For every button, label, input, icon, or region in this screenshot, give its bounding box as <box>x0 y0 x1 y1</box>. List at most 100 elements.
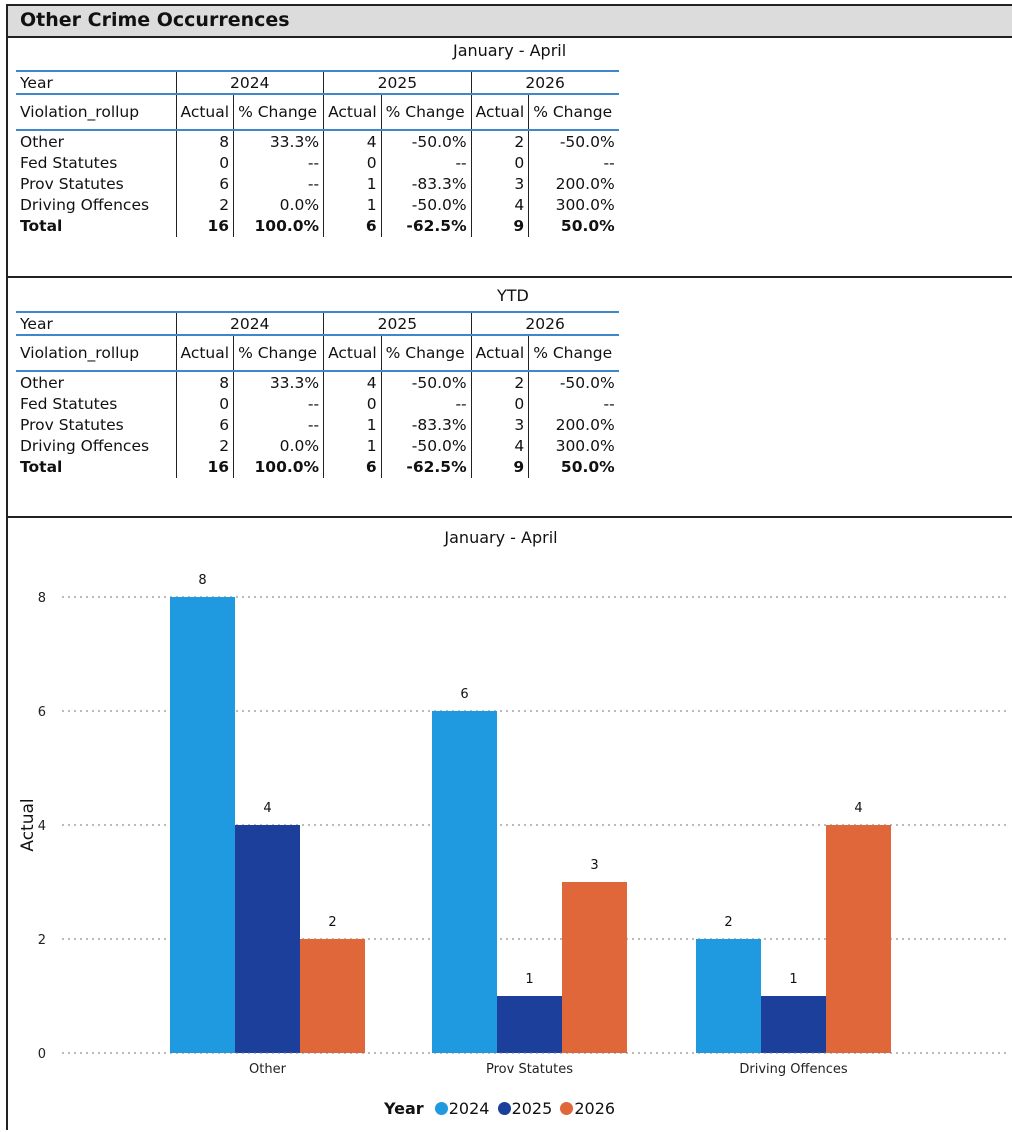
column-header-change: % Change <box>528 94 619 131</box>
row-label: Total <box>20 458 63 476</box>
x-tick-label: Driving Offences <box>739 1062 847 1077</box>
table-cell: 16 <box>175 215 234 237</box>
year-header: 2026 <box>470 70 619 95</box>
table-cell: 0 <box>323 393 382 414</box>
data-label: 8 <box>198 573 206 588</box>
table-cell: -50.0% <box>528 130 619 152</box>
table-cell: 0 <box>323 152 382 173</box>
table-cell: 4 <box>470 435 529 456</box>
section-divider <box>8 276 1012 278</box>
table-cell: 100.0% <box>233 456 324 478</box>
section-divider <box>8 516 1012 518</box>
table-cell: 1 <box>323 173 382 194</box>
row-label: Other <box>20 373 65 392</box>
legend-item[interactable]: 2025 <box>497 1099 558 1118</box>
table-cell: -- <box>380 152 472 173</box>
bar <box>497 996 562 1053</box>
legend-marker <box>497 1102 511 1115</box>
bar <box>761 996 826 1053</box>
table-cell: 2 <box>175 435 234 456</box>
table-cell: -- <box>233 414 324 435</box>
y-axis-label: Actual <box>18 798 38 851</box>
table-row: Total 16 100.0% 6 -62.5% 9 50.0% <box>16 456 619 478</box>
table-cell: 0 <box>470 152 529 173</box>
table-cell: 300.0% <box>528 435 619 456</box>
table-cell: 6 <box>175 173 234 194</box>
table-cell: 4 <box>470 194 529 215</box>
report-frame <box>6 4 1012 1130</box>
table-row: Prov Statutes 6 -- 1 -83.3% 3 200.0% <box>16 173 619 194</box>
column-header-change: % Change <box>380 335 472 372</box>
legend-title: Year <box>384 1099 424 1118</box>
row-label: Fed Statutes <box>20 394 118 413</box>
chart-title: January - April <box>443 528 557 547</box>
column-header-actual: Actual <box>470 335 529 372</box>
table-cell: -50.0% <box>380 435 472 456</box>
table-cell: -- <box>528 152 619 173</box>
data-label: 4 <box>263 801 271 816</box>
y-tick-label: 2 <box>38 933 46 948</box>
table-cell: 6 <box>323 456 382 478</box>
column-header-change: % Change <box>233 335 324 372</box>
table-cell: 2 <box>175 194 234 215</box>
table-cell: 1 <box>323 414 382 435</box>
occurrence-table: Year 2024 2025 2026 Violation_rollup Actual% … <box>16 311 619 478</box>
row-label: Other <box>20 132 65 151</box>
table-cell: -- <box>380 393 472 414</box>
table-cell: -50.0% <box>528 371 619 393</box>
bar <box>235 825 300 1053</box>
year-header-row: Year 2024 2025 2026 <box>16 311 619 336</box>
table-cell: 6 <box>323 215 382 237</box>
data-label: 4 <box>854 801 862 816</box>
table-row: Fed Statutes 0 -- 0 -- 0 -- <box>16 152 619 173</box>
table-row: Other 8 33.3% 4 -50.0% 2 -50.0% <box>16 130 619 152</box>
legend-marker <box>560 1102 574 1115</box>
table-cell: 0 <box>175 152 234 173</box>
table-cell: 0.0% <box>233 435 324 456</box>
table-title: January - April <box>453 41 567 60</box>
table-row: Fed Statutes 0 -- 0 -- 0 -- <box>16 393 619 414</box>
chart-legend: Year 2024 2025 2026 <box>384 1099 618 1118</box>
table-cell: -83.3% <box>380 173 472 194</box>
row-label: Driving Offences <box>20 436 150 455</box>
table-cell: -- <box>233 393 324 414</box>
year-label: Year <box>16 70 176 95</box>
column-header-actual: Actual <box>175 94 234 131</box>
table-row: Driving Offences 2 0.0% 1 -50.0% 4 300.0% <box>16 194 619 215</box>
table-cell: 0 <box>175 393 234 414</box>
table-cell: 6 <box>175 414 234 435</box>
table-cell: 2 <box>470 371 529 393</box>
legend-marker <box>434 1102 448 1115</box>
y-tick-label: 6 <box>38 705 46 720</box>
legend-label: 2025 <box>511 1099 553 1118</box>
table-cell: 4 <box>323 371 382 393</box>
table-cell: 3 <box>470 414 529 435</box>
row-label: Driving Offences <box>20 195 150 214</box>
year-header: 2025 <box>323 70 472 95</box>
x-tick-label: Other <box>249 1062 287 1077</box>
table-cell: 200.0% <box>528 414 619 435</box>
year-label: Year <box>16 311 176 336</box>
legend-item[interactable]: 2026 <box>560 1099 615 1118</box>
table-cell: -50.0% <box>380 130 472 152</box>
data-label: 1 <box>789 972 797 987</box>
row-header: Violation_rollup <box>16 94 176 131</box>
row-header: Violation_rollup <box>16 335 176 372</box>
table-row: Driving Offences 2 0.0% 1 -50.0% 4 300.0% <box>16 435 619 456</box>
table-cell: -83.3% <box>380 414 472 435</box>
bar <box>826 825 891 1053</box>
table-cell: 8 <box>175 130 234 152</box>
data-label: 6 <box>460 687 468 702</box>
year-header-row: Year 2024 2025 2026 <box>16 70 619 95</box>
column-header-change: % Change <box>380 94 472 131</box>
table-cell: -62.5% <box>380 215 472 237</box>
legend-item[interactable]: 2024 <box>434 1099 495 1118</box>
table-cell: 8 <box>175 371 234 393</box>
table-cell: 0 <box>470 393 529 414</box>
report-header: Other Crime Occurrences <box>8 6 1012 38</box>
table-cell: 50.0% <box>528 215 619 237</box>
legend-label: 2024 <box>448 1099 490 1118</box>
y-tick-label: 8 <box>38 591 46 606</box>
table-title: YTD <box>497 286 529 305</box>
data-label: 2 <box>328 915 336 930</box>
